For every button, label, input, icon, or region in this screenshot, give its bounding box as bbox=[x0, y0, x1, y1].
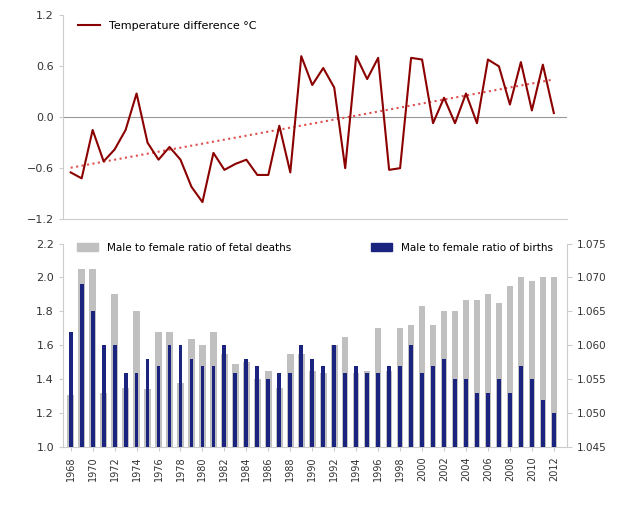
Bar bbox=[112, 295, 118, 514]
Bar bbox=[409, 345, 413, 514]
Legend: Temperature difference °C: Temperature difference °C bbox=[74, 17, 261, 36]
Bar bbox=[80, 284, 84, 514]
Bar bbox=[298, 354, 304, 514]
Bar bbox=[497, 379, 501, 514]
Bar bbox=[101, 345, 106, 514]
Bar bbox=[234, 373, 238, 514]
Bar bbox=[190, 359, 193, 514]
Bar bbox=[134, 311, 140, 514]
Bar bbox=[507, 286, 513, 514]
Bar bbox=[321, 366, 325, 514]
Bar bbox=[453, 379, 457, 514]
Bar bbox=[311, 359, 314, 514]
Legend: Male to female ratio of fetal deaths: Male to female ratio of fetal deaths bbox=[73, 238, 295, 257]
Bar bbox=[122, 388, 129, 514]
Bar bbox=[539, 278, 546, 514]
Bar bbox=[387, 366, 391, 514]
Bar bbox=[342, 337, 348, 514]
Bar bbox=[486, 393, 490, 514]
Bar bbox=[243, 362, 249, 514]
Legend: Male to female ratio of births: Male to female ratio of births bbox=[367, 238, 557, 257]
Bar bbox=[475, 393, 479, 514]
Bar bbox=[144, 390, 151, 514]
Bar bbox=[168, 345, 171, 514]
Bar bbox=[199, 345, 206, 514]
Bar bbox=[376, 373, 380, 514]
Bar bbox=[244, 359, 248, 514]
Bar bbox=[552, 413, 556, 514]
Bar bbox=[431, 366, 435, 514]
Bar bbox=[276, 388, 283, 514]
Bar bbox=[375, 328, 381, 514]
Bar bbox=[177, 383, 184, 514]
Bar bbox=[519, 366, 523, 514]
Bar bbox=[266, 379, 270, 514]
Bar bbox=[166, 332, 173, 514]
Bar bbox=[146, 359, 149, 514]
Bar bbox=[309, 371, 316, 514]
Bar bbox=[508, 393, 512, 514]
Bar bbox=[462, 300, 469, 514]
Bar bbox=[289, 373, 292, 514]
Bar bbox=[113, 345, 117, 514]
Bar bbox=[123, 373, 127, 514]
Bar bbox=[332, 345, 336, 514]
Bar bbox=[287, 354, 294, 514]
Bar bbox=[484, 295, 491, 514]
Bar bbox=[299, 345, 303, 514]
Bar bbox=[135, 373, 139, 514]
Bar bbox=[89, 269, 96, 514]
Bar bbox=[474, 300, 480, 514]
Bar bbox=[155, 332, 162, 514]
Bar bbox=[265, 371, 272, 514]
Bar bbox=[210, 332, 217, 514]
Bar bbox=[551, 278, 557, 514]
Bar bbox=[398, 366, 402, 514]
Bar bbox=[343, 373, 347, 514]
Bar bbox=[430, 325, 437, 514]
Bar bbox=[518, 278, 524, 514]
Bar bbox=[255, 366, 260, 514]
Bar bbox=[188, 339, 195, 514]
Bar bbox=[354, 366, 358, 514]
Bar bbox=[320, 373, 326, 514]
Bar bbox=[200, 366, 204, 514]
Bar bbox=[100, 393, 107, 514]
Bar bbox=[277, 373, 281, 514]
Bar bbox=[452, 311, 458, 514]
Bar bbox=[221, 354, 227, 514]
Bar bbox=[530, 379, 534, 514]
Bar bbox=[212, 366, 215, 514]
Bar bbox=[541, 400, 545, 514]
Bar bbox=[364, 371, 370, 514]
Bar bbox=[365, 373, 369, 514]
Bar bbox=[529, 281, 535, 514]
Bar bbox=[496, 303, 502, 514]
Bar bbox=[442, 359, 446, 514]
Bar bbox=[331, 345, 338, 514]
Bar bbox=[222, 345, 226, 514]
Bar bbox=[397, 328, 403, 514]
Bar bbox=[464, 379, 468, 514]
Bar bbox=[157, 366, 161, 514]
Bar bbox=[353, 373, 360, 514]
Bar bbox=[78, 269, 85, 514]
Bar bbox=[408, 325, 415, 514]
Bar bbox=[419, 306, 425, 514]
Bar bbox=[386, 371, 392, 514]
Bar bbox=[69, 332, 72, 514]
Bar bbox=[232, 364, 239, 514]
Bar bbox=[67, 395, 74, 514]
Bar bbox=[441, 311, 447, 514]
Bar bbox=[254, 379, 261, 514]
Bar bbox=[178, 345, 183, 514]
Bar bbox=[420, 373, 424, 514]
Bar bbox=[91, 311, 94, 514]
